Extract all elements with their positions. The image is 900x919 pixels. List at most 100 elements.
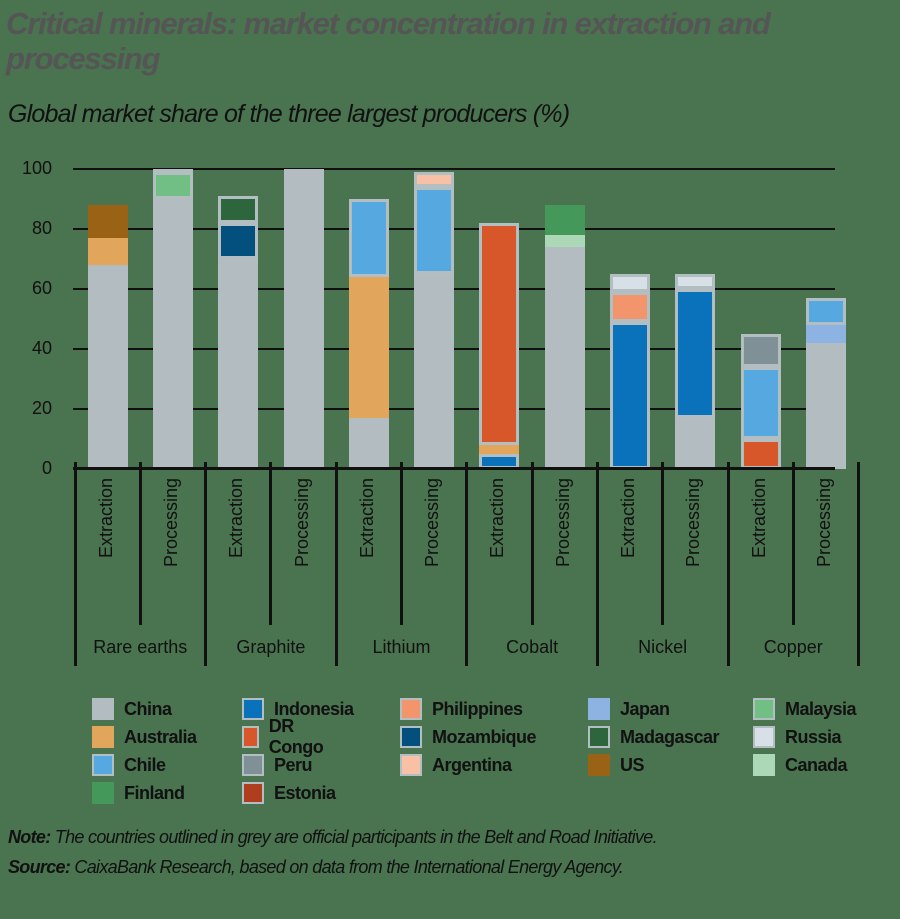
bar-segment-china xyxy=(805,343,846,469)
legend-label: Malaysia xyxy=(785,698,857,719)
y-tick-label: 100 xyxy=(21,158,52,178)
legend-swatch xyxy=(588,726,610,748)
legend-item-us: US xyxy=(588,753,645,777)
source-text: CaixaBank Research, based on data from t… xyxy=(70,857,624,877)
x-group-label: Lithium xyxy=(372,637,431,657)
x-group-label: Nickel xyxy=(638,637,688,657)
bar-segment-philippines xyxy=(610,292,651,322)
legend-swatch xyxy=(753,698,775,720)
x-category-label: Processing xyxy=(291,478,312,568)
legend-label: Finland xyxy=(124,782,185,803)
x-axis-divider xyxy=(204,462,208,666)
legend-label: Argentina xyxy=(432,754,512,775)
bar-segment-estonia xyxy=(152,169,193,175)
bar-segment-russia xyxy=(675,274,716,289)
legend-label: Philippines xyxy=(432,698,523,719)
legend-item-malaysia: Malaysia xyxy=(753,697,857,721)
legend-label: Madagascar xyxy=(620,726,720,747)
note-label: Note: xyxy=(8,827,51,847)
legend-swatch xyxy=(242,698,264,720)
source-label: Source: xyxy=(8,857,71,877)
legend-label: Canada xyxy=(785,754,848,775)
x-category-label: Processing xyxy=(422,478,443,568)
x-axis-divider xyxy=(857,462,861,666)
y-tick-label: 40 xyxy=(31,338,52,358)
legend-label: Japan xyxy=(620,698,670,719)
legend-item-dr-congo: DR Congo xyxy=(242,716,328,757)
bar-segment-china xyxy=(152,199,193,469)
x-axis-divider xyxy=(530,462,534,625)
bar-segment-us xyxy=(87,205,128,238)
x-axis-divider xyxy=(595,462,599,666)
legend-label: Indonesia xyxy=(274,698,354,719)
x-category-label: Extraction xyxy=(226,478,247,559)
legend-item-argentina: Argentina xyxy=(400,753,512,777)
legend-item-indonesia: Indonesia xyxy=(242,697,354,721)
source-line: Source: CaixaBank Research, based on dat… xyxy=(8,852,657,882)
chart-title: Critical minerals: market concentration … xyxy=(6,6,771,76)
bar-segment-indonesia xyxy=(675,289,716,418)
y-tick-label: 0 xyxy=(41,458,52,478)
x-axis-divider xyxy=(791,462,795,625)
bar-segment-chile xyxy=(805,298,846,325)
x-category-label: Processing xyxy=(160,478,181,568)
bar-segment-china xyxy=(348,418,389,469)
bar-segment-australia xyxy=(479,445,520,454)
x-category-label: Processing xyxy=(813,478,834,568)
bar-segment-malaysia xyxy=(152,172,193,199)
bar-segment-japan xyxy=(805,325,846,343)
bar-segment-dr-congo xyxy=(740,439,781,469)
legend-swatch xyxy=(753,726,775,748)
x-group-label: Graphite xyxy=(236,637,306,657)
legend-swatch xyxy=(92,754,114,776)
legend-label: Australia xyxy=(124,726,197,747)
x-group-label: Rare earths xyxy=(93,637,188,657)
y-tick-label: 80 xyxy=(31,218,52,238)
x-category-label: Extraction xyxy=(487,478,508,559)
legend-swatch xyxy=(400,698,422,720)
legend-swatch xyxy=(400,754,422,776)
gridline xyxy=(73,168,835,170)
x-axis-divider xyxy=(269,462,273,625)
legend-item-russia: Russia xyxy=(753,725,842,749)
legend-label: Chile xyxy=(124,754,166,775)
legend-swatch xyxy=(242,726,259,748)
legend-item-canada: Canada xyxy=(753,753,848,777)
legend-item-philippines: Philippines xyxy=(400,697,523,721)
bar-segment-finland xyxy=(544,205,585,235)
note-line: Note: The countries outlined in grey are… xyxy=(8,822,658,852)
legend-label: DR Congo xyxy=(268,716,324,757)
legend-swatch xyxy=(400,726,422,748)
x-category-label: Extraction xyxy=(356,478,377,559)
legend-item-australia: Australia xyxy=(92,725,197,749)
x-axis-line xyxy=(73,467,835,470)
legend-swatch xyxy=(588,698,610,720)
x-axis-divider xyxy=(465,462,469,666)
legend-label: China xyxy=(124,698,172,719)
legend-swatch xyxy=(92,782,114,804)
x-category-label: Extraction xyxy=(95,478,116,559)
bar-segment-china xyxy=(218,259,259,469)
bar-segment-russia xyxy=(610,274,651,292)
bar-segment-madagascar xyxy=(218,196,259,223)
legend-item-madagascar: Madagascar xyxy=(588,725,720,749)
bar-segment-peru xyxy=(740,334,781,367)
legend-item-finland: Finland xyxy=(92,781,185,805)
x-axis-divider xyxy=(334,462,338,666)
legend-swatch xyxy=(242,782,264,804)
legend-swatch xyxy=(92,698,114,720)
legend-item-peru: Peru xyxy=(242,753,313,777)
y-tick-label: 20 xyxy=(31,398,52,418)
bar-segment-china xyxy=(87,265,128,469)
x-category-label: Processing xyxy=(552,478,573,568)
bar-segment-dr-congo xyxy=(479,223,520,445)
bar-segment-chile xyxy=(414,187,455,274)
bar-segment-chile xyxy=(740,367,781,439)
x-category-label: Extraction xyxy=(618,478,639,559)
bar-segment-australia xyxy=(348,277,389,418)
legend-item-estonia: Estonia xyxy=(242,781,336,805)
x-axis-divider xyxy=(726,462,730,666)
legend-label: US xyxy=(620,754,645,775)
bar-segment-mozambique xyxy=(218,223,259,259)
x-category-label: Extraction xyxy=(748,478,769,559)
